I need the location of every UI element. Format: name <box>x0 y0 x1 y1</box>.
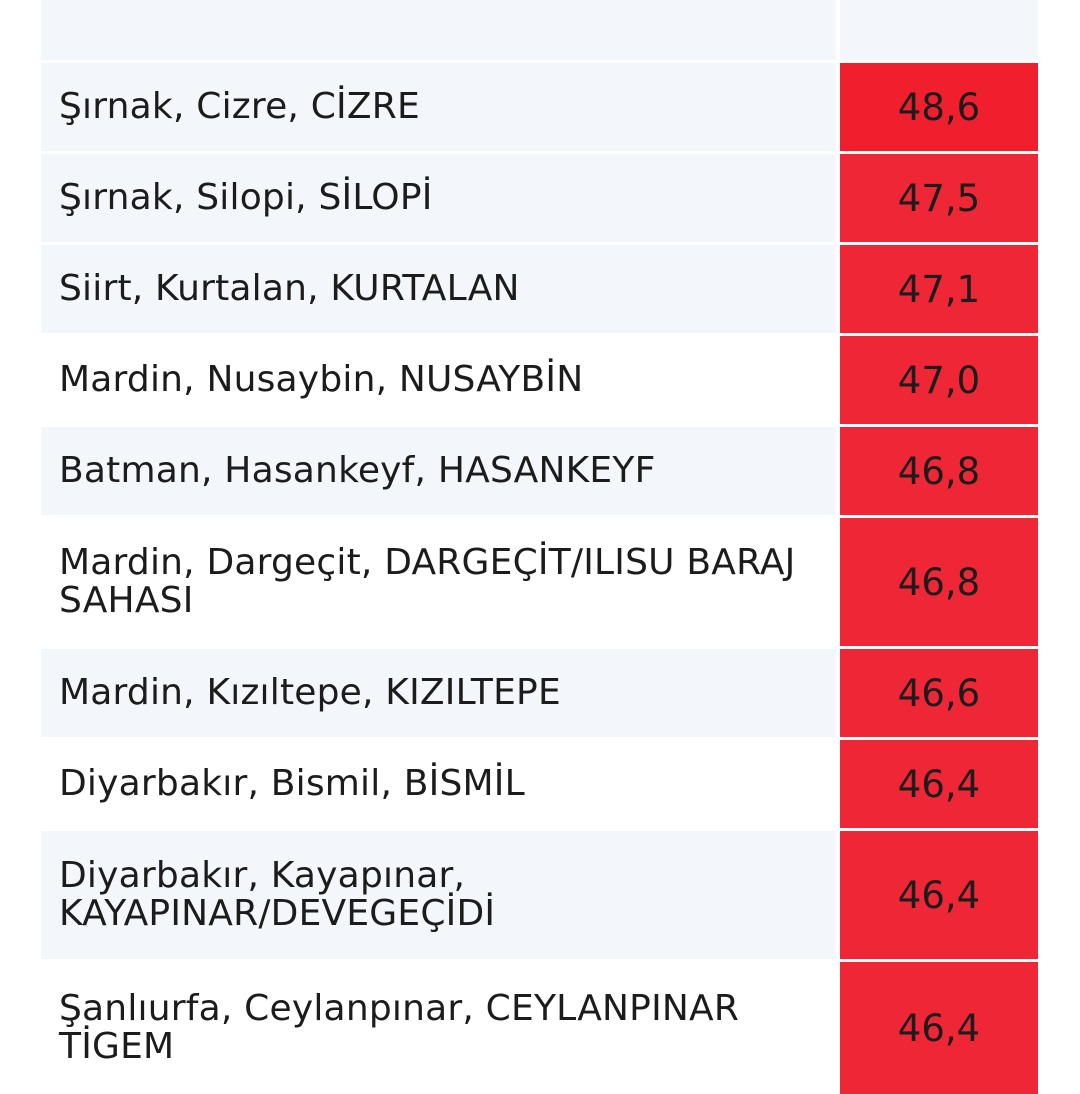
temperature-cell: 46,6 <box>840 649 1038 737</box>
location-cell: Mardin, Nusaybin, NUSAYBİN <box>41 336 836 424</box>
temperature-cell: 47,5 <box>840 154 1038 242</box>
location-cell: Mardin, Dargeçit, DARGEÇİT/ILISU BARAJ S… <box>41 518 836 646</box>
table-row: Mardin, Dargeçit, DARGEÇİT/ILISU BARAJ S… <box>41 518 1038 646</box>
temperature-cell: 47,1 <box>840 245 1038 333</box>
location-cell: Batman, Hasankeyf, HASANKEYF <box>41 427 836 515</box>
header-value-cell <box>840 0 1038 60</box>
table-row: Diyarbakır, Bismil, BİSMİL 46,4 <box>41 740 1038 828</box>
temperature-cell: 47,0 <box>840 336 1038 424</box>
table-row: Şırnak, Cizre, CİZRE 48,6 <box>41 63 1038 151</box>
location-cell: Siirt, Kurtalan, KURTALAN <box>41 245 836 333</box>
table-row: Mardin, Kızıltepe, KIZILTEPE 46,6 <box>41 649 1038 737</box>
table-header-row <box>41 0 1038 60</box>
temperature-cell: 46,8 <box>840 518 1038 646</box>
table-row: Batman, Hasankeyf, HASANKEYF 46,8 <box>41 427 1038 515</box>
location-cell: Diyarbakır, Bismil, BİSMİL <box>41 740 836 828</box>
temperature-cell: 46,4 <box>840 962 1038 1094</box>
location-cell: Şırnak, Silopi, SİLOPİ <box>41 154 836 242</box>
header-location-cell <box>41 0 836 60</box>
temperature-cell: 46,4 <box>840 740 1038 828</box>
temperature-cell: 46,8 <box>840 427 1038 515</box>
table-row: Diyarbakır, Kayapınar, KAYAPINAR/DEVEGEÇ… <box>41 831 1038 959</box>
table-row: Siirt, Kurtalan, KURTALAN 47,1 <box>41 245 1038 333</box>
temperature-cell: 48,6 <box>840 63 1038 151</box>
location-cell: Diyarbakır, Kayapınar, KAYAPINAR/DEVEGEÇ… <box>41 831 836 959</box>
table-row: Şanlıurfa, Ceylanpınar, CEYLANPINAR TİGE… <box>41 962 1038 1094</box>
location-cell: Şanlıurfa, Ceylanpınar, CEYLANPINAR TİGE… <box>41 962 836 1094</box>
temperature-cell: 46,4 <box>840 831 1038 959</box>
table-row: Mardin, Nusaybin, NUSAYBİN 47,0 <box>41 336 1038 424</box>
location-cell: Şırnak, Cizre, CİZRE <box>41 63 836 151</box>
location-cell: Mardin, Kızıltepe, KIZILTEPE <box>41 649 836 737</box>
temperature-table: Şırnak, Cizre, CİZRE 48,6 Şırnak, Silopi… <box>41 0 1038 1094</box>
table-row: Şırnak, Silopi, SİLOPİ 47,5 <box>41 154 1038 242</box>
